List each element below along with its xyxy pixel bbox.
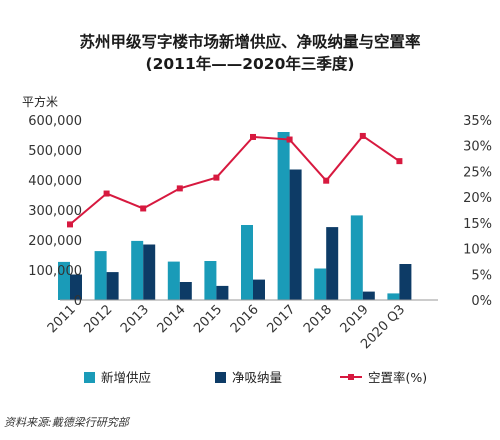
bar-absorption-5 [253, 279, 265, 300]
x-tick-label: 2018 [301, 302, 335, 336]
y-left-tick-label: 200,000 [28, 234, 82, 249]
y-right-tick-label: 30% [463, 140, 492, 155]
x-tick-label: 2013 [118, 302, 152, 336]
y-right-tick-label: 15% [463, 217, 492, 232]
bar-supply-0 [58, 261, 70, 300]
legend-swatch-absorption [215, 372, 226, 383]
bar-supply-7 [314, 268, 327, 300]
y-right-tick-label: 20% [463, 191, 492, 206]
vacancy-point-4 [213, 174, 220, 181]
chart-title-line1: 苏州甲级写字楼市场新增供应、净吸纳量与空置率 [79, 33, 421, 51]
bar-absorption-0 [70, 274, 82, 300]
vacancy-point-6 [286, 136, 293, 143]
legend-label-supply: 新增供应 [101, 370, 151, 385]
y-left-tick-label: 400,000 [28, 174, 82, 189]
vacancy-point-8 [359, 132, 366, 139]
bar-absorption-3 [179, 282, 192, 300]
x-tick-label: 2014 [155, 302, 189, 336]
x-tick-label: 2017 [264, 302, 298, 336]
chart-title-line2: (2011年——2020年三季度) [145, 55, 355, 73]
bar-supply-2 [131, 240, 144, 300]
bar-absorption-6 [289, 169, 302, 300]
y-left-tick-label: 300,000 [28, 204, 82, 219]
source-note: 资料来源:戴德梁行研究部 [4, 416, 129, 429]
y-right-tick-label: 10% [463, 243, 492, 258]
vacancy-line [69, 134, 400, 226]
vacancy-point-1 [103, 190, 110, 197]
vacancy-point-7 [323, 177, 330, 184]
bar-absorption-7 [326, 227, 339, 300]
bar-supply-9 [387, 293, 400, 300]
vacancy-point-2 [140, 205, 147, 212]
bar-supply-8 [350, 215, 363, 300]
vacancy-point-3 [176, 185, 183, 192]
x-tick-label: 2015 [191, 302, 225, 336]
bar-supply-5 [241, 225, 253, 300]
legend-marker-vacancy [348, 374, 354, 380]
bar-absorption-4 [216, 285, 229, 300]
bar-supply-3 [167, 261, 180, 300]
y-right-tick-label: 0% [471, 294, 492, 309]
bar-absorption-9 [399, 264, 412, 300]
x-tick-label: 2019 [338, 302, 372, 336]
bar-absorption-1 [106, 272, 119, 300]
y-left-tick-label: 0 [74, 294, 82, 309]
vacancy-point-0 [67, 221, 73, 228]
bar-supply-6 [277, 132, 290, 300]
y-right-tick-label: 35% [463, 114, 492, 129]
bar-absorption-8 [362, 291, 375, 300]
y-left-tick-label: 100,000 [28, 264, 82, 279]
y-axis-unit-label: 平方米 [22, 95, 59, 109]
legend-swatch-supply [84, 372, 95, 383]
bar-supply-1 [94, 251, 107, 300]
x-tick-label: 2012 [81, 302, 115, 336]
bar-supply-4 [204, 261, 217, 300]
y-left-tick-label: 600,000 [28, 114, 82, 129]
x-tick-label: 2016 [228, 302, 262, 336]
legend-label-absorption: 净吸纳量 [232, 370, 282, 385]
legend-label-vacancy: 空置率(%) [368, 370, 427, 385]
vacancy-point-9 [396, 158, 403, 165]
vacancy-point-5 [250, 133, 256, 140]
y-left-tick-label: 500,000 [28, 144, 82, 159]
bar-absorption-2 [143, 244, 156, 300]
y-right-tick-label: 5% [471, 268, 492, 283]
y-right-tick-label: 25% [463, 165, 492, 180]
